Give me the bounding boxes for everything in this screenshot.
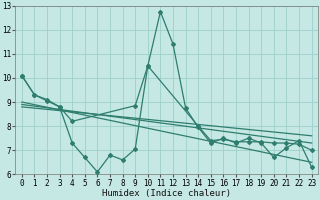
X-axis label: Humidex (Indice chaleur): Humidex (Indice chaleur) (102, 189, 231, 198)
